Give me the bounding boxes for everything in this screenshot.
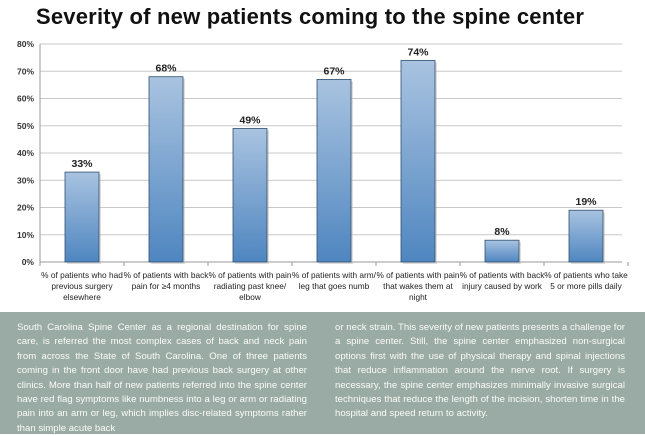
y-tick-label: 10%	[17, 230, 34, 240]
x-category-label: % of patients with pain radiating past k…	[208, 270, 292, 302]
bar	[568, 209, 604, 263]
chart-title: Severity of new patients coming to the s…	[36, 4, 585, 29]
data-label: 68%	[155, 63, 177, 75]
description-panel: South Carolina Spine Center as a regiona…	[0, 312, 645, 434]
y-tick-label: 40%	[17, 148, 34, 158]
data-label: 49%	[239, 114, 261, 126]
y-tick-label: 50%	[17, 121, 34, 131]
y-tick-label: 0%	[22, 257, 35, 267]
x-category-label: % of patients who had previous surgery e…	[41, 270, 123, 302]
data-label: 8%	[494, 226, 510, 238]
y-tick-label: 70%	[17, 66, 34, 76]
y-tick-label: 20%	[17, 203, 34, 213]
bar	[400, 59, 436, 263]
y-tick-label: 60%	[17, 94, 34, 104]
bar-chart: 0% 10% 20% 30% 40% 50% 60% 70% 80% 33% 68% 49% 67% 7…	[17, 39, 629, 267]
bar	[64, 171, 100, 263]
data-label: 33%	[71, 158, 93, 170]
x-category-label: % of patients with pain that wakes them …	[376, 270, 460, 302]
y-tick-label: 30%	[17, 175, 34, 185]
x-category-label: % of patients who take 5 or more pills d…	[544, 270, 628, 291]
data-label: 19%	[575, 196, 597, 208]
data-label: 67%	[323, 65, 345, 77]
bar	[484, 239, 520, 263]
y-tick-label: 80%	[17, 39, 34, 49]
x-category-label: % of patients with arm/ leg that goes nu…	[292, 270, 376, 291]
bar	[316, 79, 352, 263]
description-column-1: South Carolina Spine Center as a regiona…	[17, 322, 307, 434]
bar	[232, 128, 268, 263]
description-column-2: or neck strain. This severity of new pat…	[335, 322, 625, 420]
bar	[148, 76, 184, 263]
x-category-label: % of patients with back injury caused by…	[459, 270, 545, 291]
x-category-label: % of patients with back pain for ≥4 mont…	[123, 270, 209, 291]
data-label: 74%	[407, 46, 429, 58]
